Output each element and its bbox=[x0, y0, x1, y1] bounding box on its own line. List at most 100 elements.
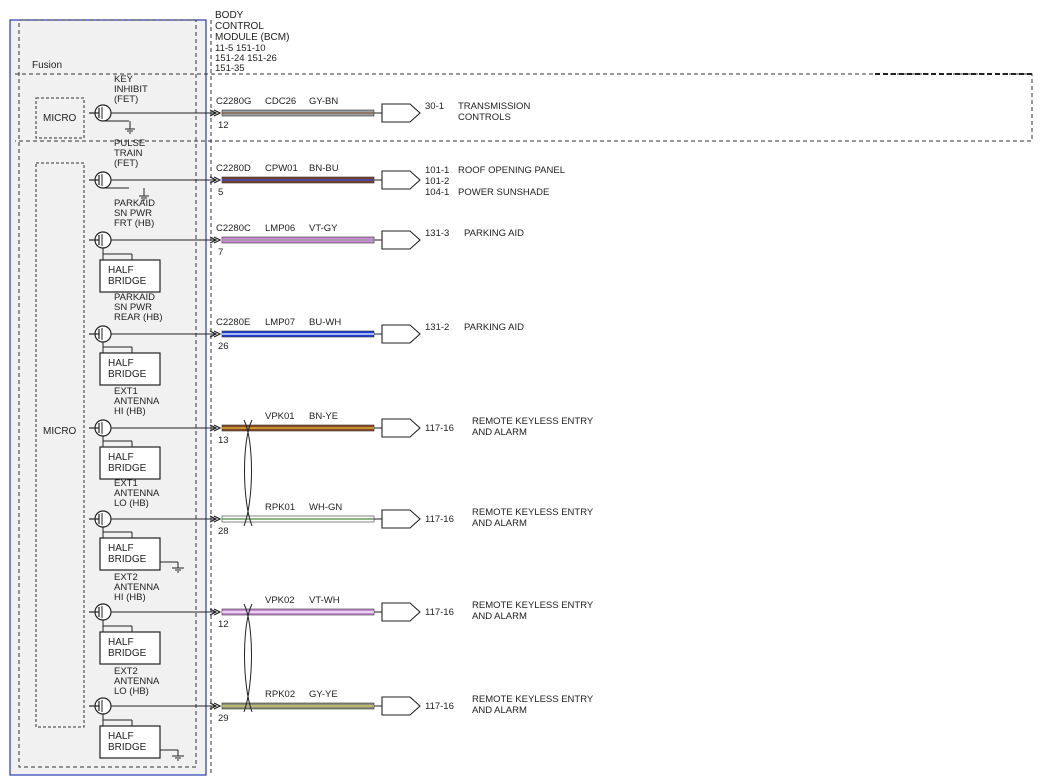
circuit-3-destination-arrow bbox=[381, 230, 421, 250]
circuit-7-half-bridge-box bbox=[99, 631, 161, 665]
circuit-8-destination-arrow bbox=[381, 696, 421, 716]
circuit-4-circuit-id: LMP07 bbox=[265, 317, 295, 328]
circuit-7-destination-ref: 117-16 bbox=[425, 607, 454, 618]
circuit-1-connector-chevron bbox=[209, 109, 218, 117]
circuit-4-half-bridge-label: BRIDGE bbox=[108, 369, 147, 380]
circuit-7-destination-name: AND ALARM bbox=[472, 611, 527, 622]
circuit-7-driver-label: HI (HB) bbox=[114, 592, 146, 603]
fusion-option-boundary bbox=[15, 73, 1033, 142]
circuit-2-connector-chevron bbox=[213, 176, 222, 184]
circuit-2-pin-number: 5 bbox=[218, 187, 223, 198]
circuit-1-destination-name: CONTROLS bbox=[458, 112, 511, 123]
circuit-1-pin-number: 12 bbox=[218, 120, 229, 131]
twisted-pair-marker-1 bbox=[243, 419, 253, 527]
circuit-6-pin-number: 28 bbox=[218, 526, 229, 537]
circuit-3-wire-color-code: VT-GY bbox=[309, 223, 338, 234]
module-references: 11-5 151-10 151-24 151-26 151-35 bbox=[215, 43, 279, 74]
circuit-8-half-bridge-label: BRIDGE bbox=[108, 742, 147, 753]
circuit-6-circuit-id: RPK01 bbox=[265, 502, 295, 513]
circuit-6-half-bridge-box bbox=[99, 537, 161, 571]
circuit-4-driver-label: SN PWR bbox=[114, 302, 152, 313]
circuit-3-half-bridge-label: HALF bbox=[108, 265, 134, 276]
circuit-1-destination-name: TRANSMISSION bbox=[458, 101, 530, 112]
circuit-7-driver-label: EXT2 bbox=[114, 572, 138, 583]
circuit-1-destination-arrow bbox=[381, 103, 421, 123]
circuit-8-connector-chevron bbox=[209, 702, 218, 710]
circuit-1-driver-label: (FET) bbox=[114, 94, 138, 105]
circuit-8-pin-number: 29 bbox=[218, 713, 229, 724]
circuit-2-driver-label: PULSE bbox=[114, 138, 145, 149]
circuit-1-driver-label: KEY bbox=[114, 74, 134, 85]
circuit-4-connector-id: C2280E bbox=[216, 317, 250, 328]
circuit-8-destination-ref: 117-16 bbox=[425, 701, 454, 712]
circuit-4-destination-arrow bbox=[381, 324, 421, 344]
circuit-5-destination-name: AND ALARM bbox=[472, 427, 527, 438]
circuit-1-destination-ref: 30-1 bbox=[425, 101, 444, 112]
circuit-6-connector-chevron bbox=[213, 515, 222, 523]
circuit-7-pin-number: 12 bbox=[218, 619, 229, 630]
circuit-8-destination-name: REMOTE KEYLESS ENTRY bbox=[472, 694, 594, 705]
circuit-2-circuit-id: CPW01 bbox=[265, 163, 298, 174]
circuit-4-destination-ref: 131-2 bbox=[425, 322, 449, 333]
circuit-3-driver-label: SN PWR bbox=[114, 208, 152, 219]
circuit-5-connector-chevron bbox=[209, 424, 218, 432]
circuit-6-driver-label: EXT1 bbox=[114, 478, 138, 489]
circuit-2-driver-label: (FET) bbox=[114, 158, 138, 169]
circuit-3-connector-chevron bbox=[209, 236, 218, 244]
circuit-1-circuit-id: CDC26 bbox=[265, 96, 296, 107]
circuit-7-connector-chevron bbox=[213, 608, 222, 616]
circuit-5-half-bridge-label: BRIDGE bbox=[108, 463, 147, 474]
circuit-3-driver-label: PARKAID bbox=[114, 198, 155, 209]
circuit-4-half-bridge-box bbox=[99, 352, 161, 386]
circuit-4-driver-label: PARKAID bbox=[114, 292, 155, 303]
circuit-3-connector-id: C2280C bbox=[216, 223, 251, 234]
circuit-8-half-bridge-label: HALF bbox=[108, 731, 134, 742]
micro-label-top: MICRO bbox=[43, 113, 77, 124]
circuit-2-destination-arrow bbox=[381, 170, 421, 190]
vehicle-label: Fusion bbox=[32, 60, 62, 71]
micro-block-main bbox=[35, 162, 85, 728]
circuit-5-half-bridge-box bbox=[99, 446, 161, 480]
circuit-4-connector-chevron bbox=[209, 330, 218, 338]
circuit-3-connector-chevron bbox=[213, 236, 222, 244]
circuit-5-pin-number: 13 bbox=[218, 435, 229, 446]
circuit-3-driver-label: FRT (HB) bbox=[114, 218, 154, 229]
circuit-8-driver-label: LO (HB) bbox=[114, 686, 149, 697]
circuit-7-connector-chevron bbox=[209, 608, 218, 616]
circuit-2-destination-name: POWER SUNSHADE bbox=[458, 187, 549, 198]
circuit-4-pin-number: 26 bbox=[218, 341, 229, 352]
circuit-3-destination-ref: 131-3 bbox=[425, 228, 449, 239]
circuit-1-driver-label: INHIBIT bbox=[114, 84, 148, 95]
twisted-pair-marker-2 bbox=[243, 603, 253, 713]
circuit-5-destination-arrow bbox=[381, 418, 421, 438]
micro-label-main: MICRO bbox=[43, 426, 77, 437]
circuit-2-driver-label: TRAIN bbox=[114, 148, 143, 159]
circuit-6-destination-name: AND ALARM bbox=[472, 518, 527, 529]
circuit-2-wire-color-code: BN-BU bbox=[309, 163, 339, 174]
circuit-2-connector-id: C2280D bbox=[216, 163, 251, 174]
circuit-5-driver-label: HI (HB) bbox=[114, 406, 146, 417]
circuit-7-half-bridge-label: BRIDGE bbox=[108, 648, 147, 659]
circuit-5-circuit-id: VPK01 bbox=[265, 411, 295, 422]
circuit-7-wire-color-code: VT-WH bbox=[309, 595, 340, 606]
circuit-8-wire-color-code: GY-YE bbox=[309, 689, 338, 700]
micro-block-top bbox=[35, 97, 85, 139]
circuit-5-connector-chevron bbox=[213, 424, 222, 432]
circuit-8-driver-label: ANTENNA bbox=[114, 676, 160, 687]
circuit-3-destination-name: PARKING AID bbox=[464, 228, 524, 239]
circuit-8-destination-name: AND ALARM bbox=[472, 705, 527, 716]
circuit-1-connector-id: C2280G bbox=[216, 96, 251, 107]
circuit-7-destination-name: REMOTE KEYLESS ENTRY bbox=[472, 600, 594, 611]
circuit-7-half-bridge-label: HALF bbox=[108, 637, 134, 648]
module-title: BODY CONTROL MODULE (BCM) bbox=[215, 10, 289, 43]
circuit-3-half-bridge-box bbox=[99, 259, 161, 293]
circuit-7-driver-label: ANTENNA bbox=[114, 582, 160, 593]
circuit-3-pin-number: 7 bbox=[218, 247, 223, 258]
circuit-6-driver-label: ANTENNA bbox=[114, 488, 160, 499]
circuit-4-destination-name: PARKING AID bbox=[464, 322, 524, 333]
circuit-6-destination-ref: 117-16 bbox=[425, 514, 454, 525]
circuit-6-connector-chevron bbox=[209, 515, 218, 523]
circuit-8-driver-label: EXT2 bbox=[114, 666, 138, 677]
circuit-4-driver-label: REAR (HB) bbox=[114, 312, 163, 323]
circuit-5-wire-color-code: BN-YE bbox=[309, 411, 338, 422]
